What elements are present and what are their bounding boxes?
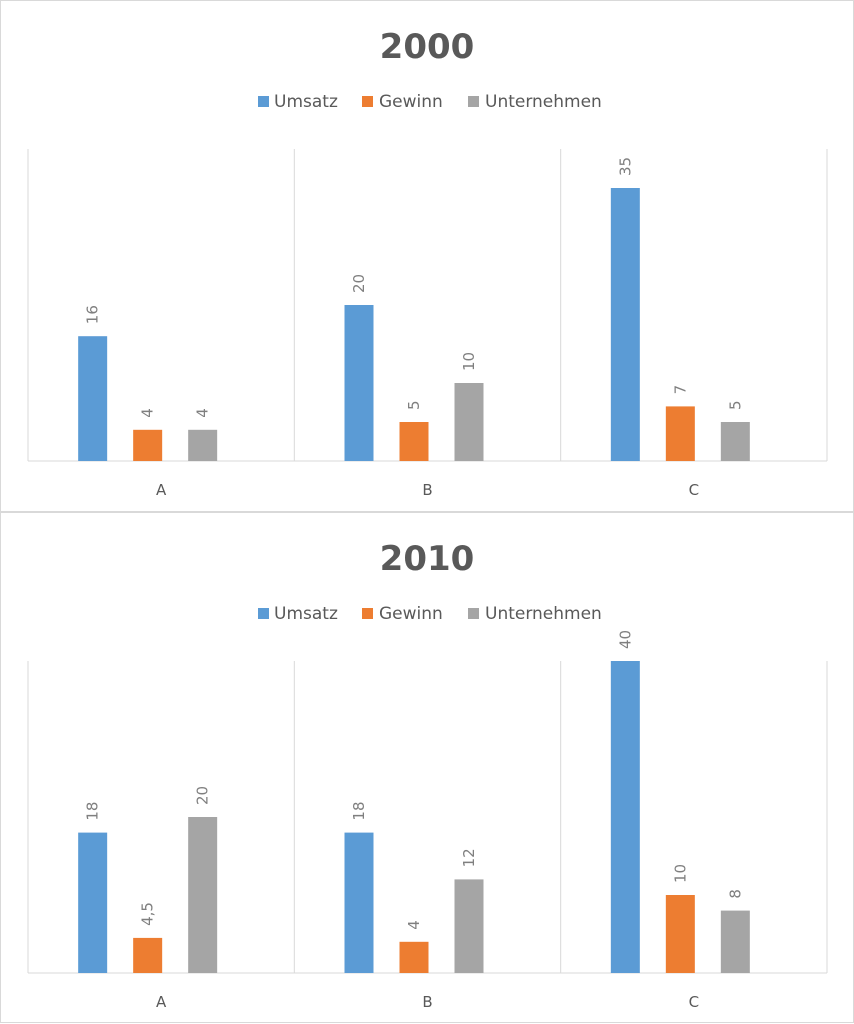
legend-label-unternehmen: Unternehmen	[485, 604, 602, 624]
category-label-a: A	[156, 993, 167, 1011]
legend-swatch-umsatz	[258, 96, 269, 107]
bar-umsatz-a	[78, 336, 108, 461]
data-label-gewinn-b: 5	[405, 400, 423, 410]
legend-swatch-gewinn	[362, 96, 373, 107]
bar-unternehmen-a	[188, 817, 218, 973]
legend-swatch-umsatz	[258, 608, 269, 619]
legend-label-gewinn: Gewinn	[379, 604, 443, 624]
data-label-gewinn-a: 4	[139, 408, 157, 418]
bar-gewinn-a	[133, 429, 163, 461]
data-label-unternehmen-b: 10	[460, 352, 478, 371]
data-label-umsatz-a: 16	[84, 305, 102, 324]
legend-swatch-unternehmen	[468, 608, 479, 619]
data-label-unternehmen-b: 12	[460, 848, 478, 867]
data-label-umsatz-a: 18	[84, 802, 102, 821]
bar-umsatz-a	[78, 832, 108, 973]
legend-label-umsatz: Umsatz	[274, 604, 338, 624]
data-label-gewinn-b: 4	[405, 920, 423, 930]
chart-title: 2010	[380, 539, 475, 579]
bar-chart-2010: 2010 Umsatz Gewinn Unternehmen 18 4,5 20 A 18 4 12…	[27, 539, 828, 1011]
legend-label-umsatz: Umsatz	[274, 92, 338, 112]
category-label-a: A	[156, 481, 167, 499]
category-label-c: C	[689, 993, 699, 1011]
bar-gewinn-c	[665, 406, 695, 461]
bar-gewinn-b	[399, 941, 429, 973]
chart-panel-2000: 2000 Umsatz Gewinn Unternehmen 16 4 4 A 20 5 10 B 35…	[0, 0, 854, 512]
bar-umsatz-c	[610, 661, 640, 973]
bar-chart-2000: 2000 Umsatz Gewinn Unternehmen 16 4 4 A 20 5 10 B 35…	[27, 27, 828, 499]
data-label-gewinn-c: 10	[671, 864, 689, 883]
bar-umsatz-c	[610, 188, 640, 461]
category-label-c: C	[689, 481, 699, 499]
legend-swatch-unternehmen	[468, 96, 479, 107]
data-label-gewinn-c: 7	[671, 385, 689, 395]
chart-title: 2000	[380, 27, 475, 67]
bar-gewinn-a	[133, 937, 163, 973]
data-label-umsatz-b: 18	[350, 802, 368, 821]
bar-umsatz-b	[344, 305, 374, 461]
category-label-b: B	[422, 481, 432, 499]
data-label-gewinn-a: 4,5	[139, 902, 157, 926]
legend-swatch-gewinn	[362, 608, 373, 619]
bar-gewinn-c	[665, 895, 695, 973]
legend-label-unternehmen: Unternehmen	[485, 92, 602, 112]
data-label-unternehmen-a: 20	[194, 786, 212, 805]
legend-label-gewinn: Gewinn	[379, 92, 443, 112]
chart-panel-2010: 2010 Umsatz Gewinn Unternehmen 18 4,5 20 A 18 4 12…	[0, 512, 854, 1023]
bar-gewinn-b	[399, 422, 429, 461]
bar-unternehmen-c	[720, 422, 750, 461]
data-label-unternehmen-c: 8	[726, 889, 744, 899]
bar-unternehmen-a	[188, 429, 218, 461]
bar-unternehmen-b	[454, 383, 484, 461]
data-label-umsatz-b: 20	[350, 274, 368, 293]
bar-unternehmen-c	[720, 910, 750, 973]
data-label-umsatz-c: 40	[616, 630, 634, 649]
data-label-umsatz-c: 35	[616, 157, 634, 176]
category-label-b: B	[422, 993, 432, 1011]
bar-umsatz-b	[344, 832, 374, 973]
data-label-unternehmen-a: 4	[194, 408, 212, 418]
data-label-unternehmen-c: 5	[726, 400, 744, 410]
bar-unternehmen-b	[454, 879, 484, 973]
